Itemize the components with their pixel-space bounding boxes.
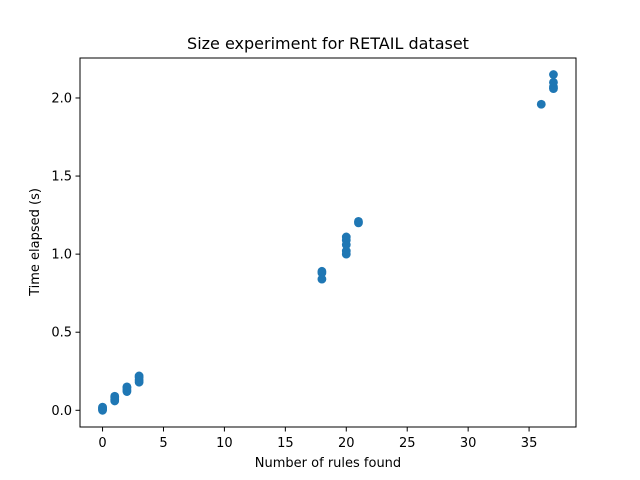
data-point: [98, 402, 107, 412]
y-axis-label: Time elapsed (s): [28, 188, 43, 297]
plot-area-frame: [79, 57, 577, 428]
data-point: [549, 70, 558, 79]
x-tick-label: 30: [460, 436, 477, 451]
x-tick-label: 10: [216, 436, 233, 451]
data-point: [317, 266, 327, 276]
x-axis-ticks: 0 5 10 15 20 25 30 35: [98, 427, 537, 451]
x-tick-label: 35: [521, 436, 538, 451]
x-axis-label: Number of rules found: [255, 456, 401, 471]
y-tick-label: 0.0: [51, 404, 72, 419]
x-tick-label: 0: [98, 436, 106, 451]
x-tick-label: 20: [338, 436, 355, 451]
data-point: [317, 274, 327, 284]
x-tick-label: 5: [159, 436, 167, 451]
y-tick-label: 0.5: [51, 326, 72, 341]
x-tick-label: 25: [399, 436, 416, 451]
data-point: [354, 216, 363, 226]
data-point: [549, 77, 558, 87]
chart-title: Size experiment for RETAIL dataset: [187, 34, 469, 53]
data-point: [341, 246, 351, 256]
x-tick-label: 15: [277, 436, 294, 451]
data-point: [110, 391, 120, 401]
data-point: [341, 232, 351, 242]
data-point: [122, 382, 132, 392]
data-point: [536, 99, 546, 109]
y-tick-label: 2.0: [51, 91, 72, 106]
data-points: [98, 70, 558, 415]
y-axis-ticks: 0.0 0.5 1.0 1.5 2.0: [51, 91, 80, 419]
y-tick-label: 1.0: [51, 248, 72, 263]
y-tick-label: 1.5: [51, 170, 72, 185]
data-point: [134, 371, 144, 381]
